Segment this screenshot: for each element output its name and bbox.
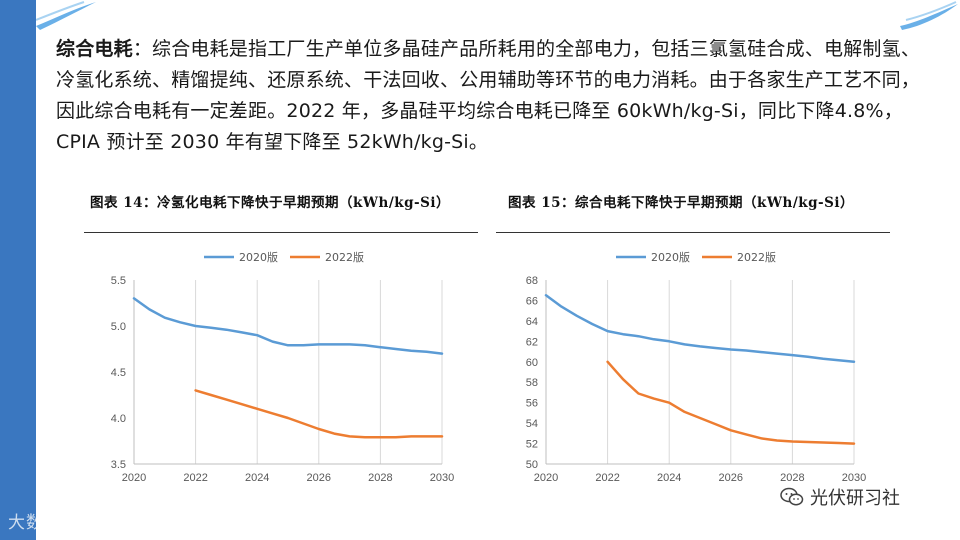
wave-decoration-top-left bbox=[36, 1, 96, 30]
x-tick-label: 2026 bbox=[719, 472, 743, 484]
series-line-2020 bbox=[544, 294, 856, 364]
x-tick-label: 2020 bbox=[534, 472, 558, 484]
y-tick-label: 5.0 bbox=[111, 321, 126, 333]
figure-15-rule bbox=[496, 232, 890, 233]
x-tick-label: 2024 bbox=[245, 472, 269, 484]
y-tick-label: 56 bbox=[526, 398, 538, 410]
figure-15-title: 图表 15：综合电耗下降快于早期预期（kWh/kg-Si） bbox=[508, 195, 855, 211]
y-tick-label: 68 bbox=[526, 275, 538, 287]
series-line-2022 bbox=[194, 389, 444, 439]
x-tick-label: 2028 bbox=[368, 472, 392, 484]
y-tick-label: 50 bbox=[526, 459, 538, 471]
y-tick-label: 3.5 bbox=[111, 459, 126, 471]
watermark-right: 光伏研习社 bbox=[780, 484, 900, 510]
y-tick-label: 58 bbox=[526, 377, 538, 389]
x-tick-label: 2020 bbox=[122, 472, 146, 484]
chart-comprehensive-power: 2020 2022 2024 2026 2028 2030 50 52 54 56 58 60 62 64… bbox=[526, 250, 866, 484]
watermark-right-text: 光伏研习社 bbox=[810, 488, 900, 509]
x-tick-label: 2024 bbox=[657, 472, 681, 484]
x-tick-label: 2030 bbox=[430, 472, 454, 484]
y-tick-label: 62 bbox=[526, 336, 538, 348]
x-tick-label: 2026 bbox=[307, 472, 331, 484]
x-tick-label: 2028 bbox=[780, 472, 804, 484]
chart-cold-hydrogenation-power: 2020 2022 2024 2026 2028 2030 3.5 4.0 4.5 5.0 5.5 2… bbox=[111, 250, 455, 484]
wechat-icon bbox=[780, 487, 804, 506]
x-tick-label: 2022 bbox=[183, 472, 207, 484]
figure-14-rule bbox=[84, 232, 478, 233]
left-sidebar bbox=[0, 0, 36, 540]
series-line-2020 bbox=[132, 297, 444, 355]
body-paragraph: 综合电耗：综合电耗是指工厂生产单位多晶硅产品所耗用的全部电力，包括三氯氢硅合成、… bbox=[56, 34, 936, 158]
y-tick-label: 4.5 bbox=[111, 367, 126, 379]
series-line-2022 bbox=[606, 360, 856, 445]
y-tick-label: 64 bbox=[526, 316, 538, 328]
paragraph-lead: 综合电耗 bbox=[56, 38, 133, 60]
figure-14-title: 图表 14：冷氢化电耗下降快于早期预期（kWh/kg-Si） bbox=[90, 195, 451, 211]
legend-label: 2022版 bbox=[737, 250, 776, 264]
y-tick-label: 66 bbox=[526, 295, 538, 307]
paragraph-text: ：综合电耗是指工厂生产单位多晶硅产品所耗用的全部电力，包括三氯氢硅合成、电解制氢… bbox=[56, 38, 921, 153]
y-tick-label: 4.0 bbox=[111, 413, 126, 425]
y-tick-label: 60 bbox=[526, 357, 538, 369]
y-tick-label: 52 bbox=[526, 439, 538, 451]
y-tick-label: 54 bbox=[526, 418, 538, 430]
x-tick-label: 2022 bbox=[595, 472, 619, 484]
watermark-left: 大数跨境 bbox=[8, 513, 80, 533]
wave-decoration-top-right bbox=[900, 1, 958, 30]
x-tick-label: 2030 bbox=[842, 472, 866, 484]
legend-label: 2022版 bbox=[325, 250, 364, 264]
y-tick-label: 5.5 bbox=[111, 275, 126, 287]
legend-label: 2020版 bbox=[651, 250, 690, 264]
legend-label: 2020版 bbox=[239, 250, 278, 264]
